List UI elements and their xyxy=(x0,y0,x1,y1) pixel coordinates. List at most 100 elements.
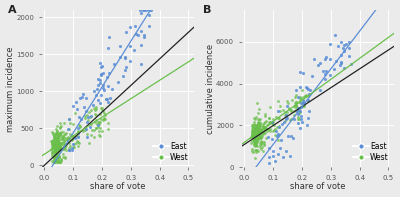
Point xyxy=(72,136,78,139)
Point xyxy=(95,125,102,129)
Point xyxy=(253,130,259,133)
Point xyxy=(265,127,272,131)
Point xyxy=(54,145,60,149)
Point xyxy=(104,128,111,131)
Point xyxy=(266,116,273,120)
Point xyxy=(52,153,58,156)
Point xyxy=(56,140,62,143)
Point xyxy=(251,130,258,134)
Point xyxy=(84,132,90,136)
Point xyxy=(251,141,258,145)
Point xyxy=(284,111,290,114)
Point xyxy=(249,130,256,133)
Point xyxy=(272,160,278,163)
Point xyxy=(140,35,147,38)
Point xyxy=(89,128,95,131)
Point xyxy=(323,55,330,58)
Point xyxy=(52,145,58,148)
Point xyxy=(58,124,64,127)
Point xyxy=(269,121,275,124)
Point xyxy=(51,137,58,140)
Point xyxy=(289,98,295,101)
Point xyxy=(72,112,78,115)
Point xyxy=(54,130,60,133)
Point xyxy=(101,89,107,92)
Point xyxy=(52,160,58,163)
Point xyxy=(251,136,257,139)
Point xyxy=(249,147,256,150)
Y-axis label: maximum incidence: maximum incidence xyxy=(6,46,14,132)
Point xyxy=(296,96,303,99)
Point xyxy=(87,126,94,129)
Point xyxy=(257,125,263,128)
Point xyxy=(52,147,59,151)
Point xyxy=(252,138,259,141)
Point xyxy=(300,100,306,103)
Point xyxy=(261,130,267,133)
Point xyxy=(60,130,66,134)
Point xyxy=(95,123,102,126)
Point xyxy=(100,86,106,89)
Point xyxy=(250,123,257,126)
Point xyxy=(52,144,58,147)
Point xyxy=(120,74,126,78)
Point xyxy=(255,124,262,127)
Point xyxy=(66,147,72,150)
Point xyxy=(51,157,57,161)
Point xyxy=(53,154,59,157)
Point xyxy=(299,88,306,91)
Point xyxy=(287,154,294,157)
Point xyxy=(248,134,255,137)
Point xyxy=(63,143,69,147)
Point xyxy=(317,88,324,91)
Point xyxy=(348,62,354,65)
Point xyxy=(53,148,60,151)
Point xyxy=(62,143,68,146)
Point xyxy=(252,135,258,138)
Point xyxy=(275,134,282,137)
Point xyxy=(274,110,281,113)
Point xyxy=(290,117,297,120)
Point xyxy=(346,40,352,44)
Point xyxy=(296,126,303,129)
Point xyxy=(254,133,260,136)
Point xyxy=(105,84,111,87)
Point xyxy=(291,109,298,112)
Point xyxy=(52,151,58,154)
Point xyxy=(61,148,67,151)
Point xyxy=(252,124,258,127)
Point xyxy=(254,133,260,137)
Point xyxy=(54,160,61,163)
Point xyxy=(70,104,76,107)
Point xyxy=(52,153,58,156)
Point xyxy=(60,147,66,151)
Point xyxy=(77,125,83,128)
Point xyxy=(92,93,99,97)
Point xyxy=(50,141,57,144)
Point xyxy=(254,125,260,128)
Point xyxy=(130,49,137,52)
Point xyxy=(127,44,134,47)
Point xyxy=(98,73,104,77)
Point xyxy=(90,104,96,107)
Point xyxy=(80,129,86,133)
Point xyxy=(54,160,61,163)
Point xyxy=(338,53,344,56)
Point xyxy=(249,133,256,137)
Point xyxy=(80,105,87,109)
Point xyxy=(52,140,59,143)
Point xyxy=(95,98,101,101)
Point xyxy=(262,114,268,117)
Point xyxy=(256,136,263,139)
Point xyxy=(274,153,281,156)
Point xyxy=(272,128,278,131)
Point xyxy=(256,107,262,110)
Point xyxy=(54,135,61,138)
Point xyxy=(76,142,82,145)
Point xyxy=(295,113,302,116)
Point xyxy=(257,122,263,125)
Point xyxy=(48,159,55,163)
Point xyxy=(138,43,144,46)
Point xyxy=(48,139,54,142)
Point xyxy=(62,157,68,160)
